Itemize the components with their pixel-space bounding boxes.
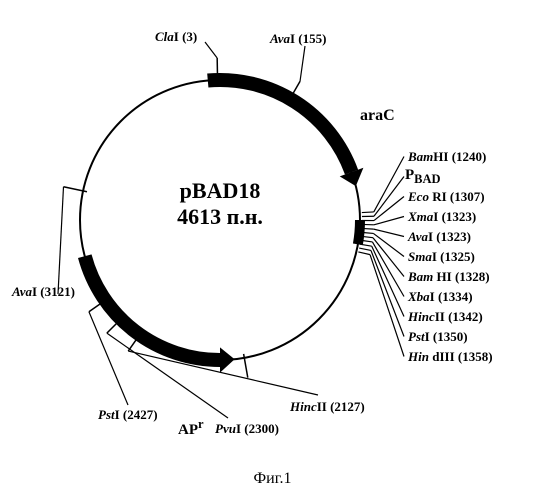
mcs-site-6: Bam HI (1328) <box>408 270 490 283</box>
mcs-site-5: SmaI (1325) <box>408 250 475 263</box>
mcs-site-0: BamHI (1240) <box>408 150 486 163</box>
plasmid-name-line2: 4613 п.н. <box>150 204 290 230</box>
figure-caption: Фиг.1 <box>0 470 545 488</box>
mcs-site-9: PstI (1350) <box>408 330 468 343</box>
site-label-AvaI-155: AvaI (155) <box>270 32 326 45</box>
mcs-site-2: Eco RI (1307) <box>408 190 485 203</box>
mcs-site-4: AvaI (1323) <box>408 230 471 243</box>
mcs-site-7: XbaI (1334) <box>408 290 473 303</box>
site-label-PvuI: PvuI (2300) <box>215 422 279 435</box>
plasmid-name-line1: pBAD18 <box>150 178 290 204</box>
site-label-PstI-2427: PstI (2427) <box>98 408 158 421</box>
gene-label-araC: araC <box>360 108 395 124</box>
mcs-site-3: XmaI (1323) <box>408 210 476 223</box>
plasmid-name: pBAD18 4613 п.н. <box>150 178 290 230</box>
gene-label-APr: APr <box>178 418 204 438</box>
site-label-ClaI: ClaI (3) <box>155 30 197 43</box>
gene-label-PBAD: PBAD <box>405 168 441 186</box>
mcs-site-8: HincII (1342) <box>408 310 483 323</box>
site-label-HincII-2127: HincII (2127) <box>290 400 365 413</box>
site-label-AvaI-3121: AvaI (3121) <box>12 285 75 298</box>
mcs-site-10: Hin dIII (1358) <box>408 350 493 363</box>
